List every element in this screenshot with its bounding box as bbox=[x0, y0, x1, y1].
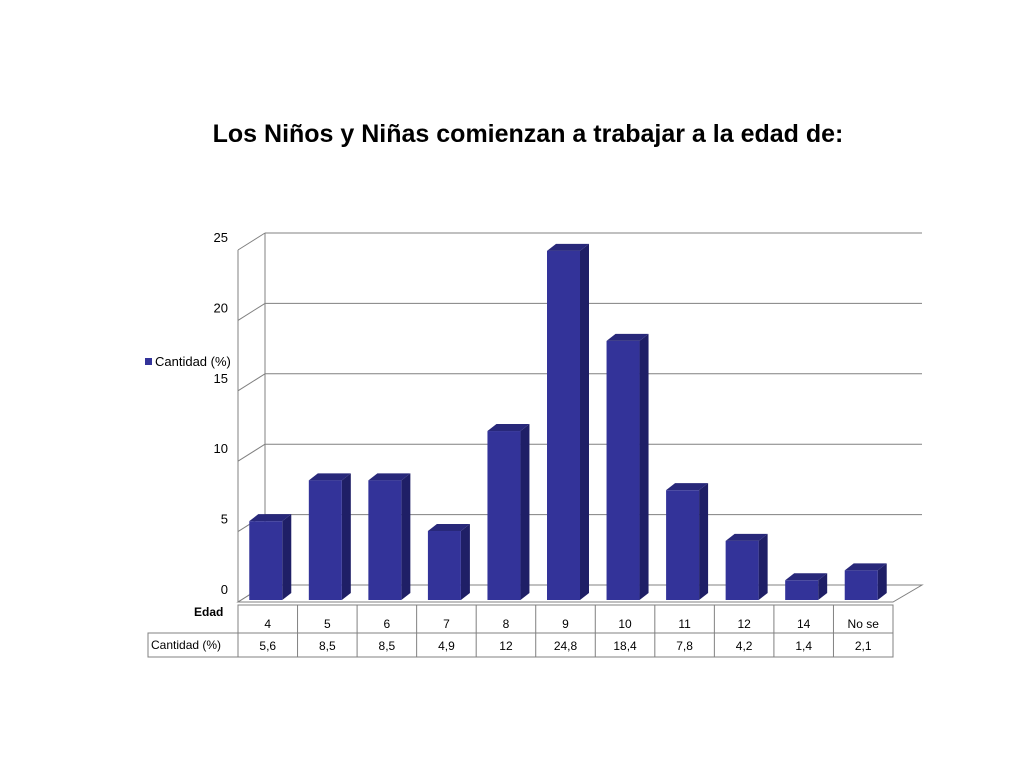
bar-side bbox=[520, 424, 530, 600]
x-tick-label: 12 bbox=[737, 617, 751, 631]
data-label: 12 bbox=[499, 639, 513, 653]
data-label: 8,5 bbox=[379, 639, 396, 653]
bar-top bbox=[547, 243, 589, 251]
legend-swatch bbox=[145, 358, 152, 365]
x-tick-label: 11 bbox=[678, 617, 691, 631]
bar-side bbox=[758, 533, 768, 600]
bar-top bbox=[249, 514, 292, 522]
bar-side bbox=[460, 524, 470, 600]
x-axis-title: Edad bbox=[194, 605, 223, 619]
x-tick-label: 4 bbox=[264, 617, 271, 631]
data-label: 24,8 bbox=[554, 639, 578, 653]
bar-top bbox=[844, 563, 887, 571]
x-tick-label: 9 bbox=[562, 617, 569, 631]
x-tick-label: 14 bbox=[797, 617, 811, 631]
data-label: 7,8 bbox=[676, 639, 693, 653]
bar-top bbox=[785, 573, 828, 581]
bar bbox=[725, 540, 759, 600]
bar-side bbox=[341, 473, 351, 600]
bar-side bbox=[877, 563, 887, 600]
data-label: 4,2 bbox=[736, 639, 753, 653]
x-tick-label: 7 bbox=[443, 617, 450, 631]
bar bbox=[844, 570, 878, 600]
bar-top bbox=[725, 533, 768, 541]
bar-top bbox=[308, 473, 351, 481]
y-tick-label: 0 bbox=[221, 582, 228, 597]
bar bbox=[666, 490, 700, 600]
bar-top bbox=[427, 524, 470, 532]
chart-title: Los Niños y Niñas comienzan a trabajar a… bbox=[212, 120, 844, 148]
gridline-diagonal bbox=[237, 373, 266, 392]
gridline-diagonal bbox=[237, 443, 266, 462]
data-label: 4,9 bbox=[438, 639, 455, 653]
y-tick-label: 5 bbox=[221, 512, 228, 527]
bar bbox=[249, 521, 283, 600]
data-label: 18,4 bbox=[613, 639, 637, 653]
bar-side bbox=[639, 333, 649, 600]
bar-top bbox=[487, 424, 530, 432]
bar bbox=[547, 250, 580, 601]
bar-top bbox=[666, 483, 709, 491]
data-table-rowheader-border bbox=[147, 632, 239, 658]
bar-top bbox=[606, 333, 649, 341]
x-tick-label: 10 bbox=[618, 617, 632, 631]
bar-side bbox=[580, 243, 589, 601]
x-tick-label: 8 bbox=[503, 617, 510, 631]
bar bbox=[606, 340, 640, 600]
data-label: 5,6 bbox=[259, 639, 276, 653]
legend-label: Cantidad (%) bbox=[155, 354, 231, 369]
data-label: 2,1 bbox=[855, 639, 872, 653]
table-row-header: Cantidad (%) bbox=[151, 638, 221, 652]
x-tick-label: 5 bbox=[324, 617, 331, 631]
gridline-diagonal bbox=[237, 232, 266, 251]
bar-top bbox=[368, 473, 411, 481]
bar-side bbox=[401, 473, 411, 600]
y-tick-label: 10 bbox=[214, 441, 228, 456]
bar bbox=[308, 480, 342, 600]
bar bbox=[487, 431, 521, 600]
bar-side bbox=[699, 483, 709, 600]
y-tick-label: 25 bbox=[214, 230, 228, 245]
data-label: 1,4 bbox=[795, 639, 812, 653]
y-tick-label: 15 bbox=[214, 371, 228, 386]
gridline-diagonal bbox=[237, 302, 266, 321]
x-tick-label: 6 bbox=[384, 617, 391, 631]
bar-side bbox=[818, 573, 828, 600]
data-table-border bbox=[237, 604, 894, 658]
bar bbox=[427, 531, 461, 600]
x-tick-label: No se bbox=[848, 617, 880, 631]
legend: Cantidad (%) bbox=[145, 354, 231, 369]
y-tick-label: 20 bbox=[214, 300, 228, 315]
data-label: 8,5 bbox=[319, 639, 336, 653]
bar bbox=[368, 480, 402, 600]
bar bbox=[785, 580, 819, 600]
bar-side bbox=[282, 514, 292, 600]
